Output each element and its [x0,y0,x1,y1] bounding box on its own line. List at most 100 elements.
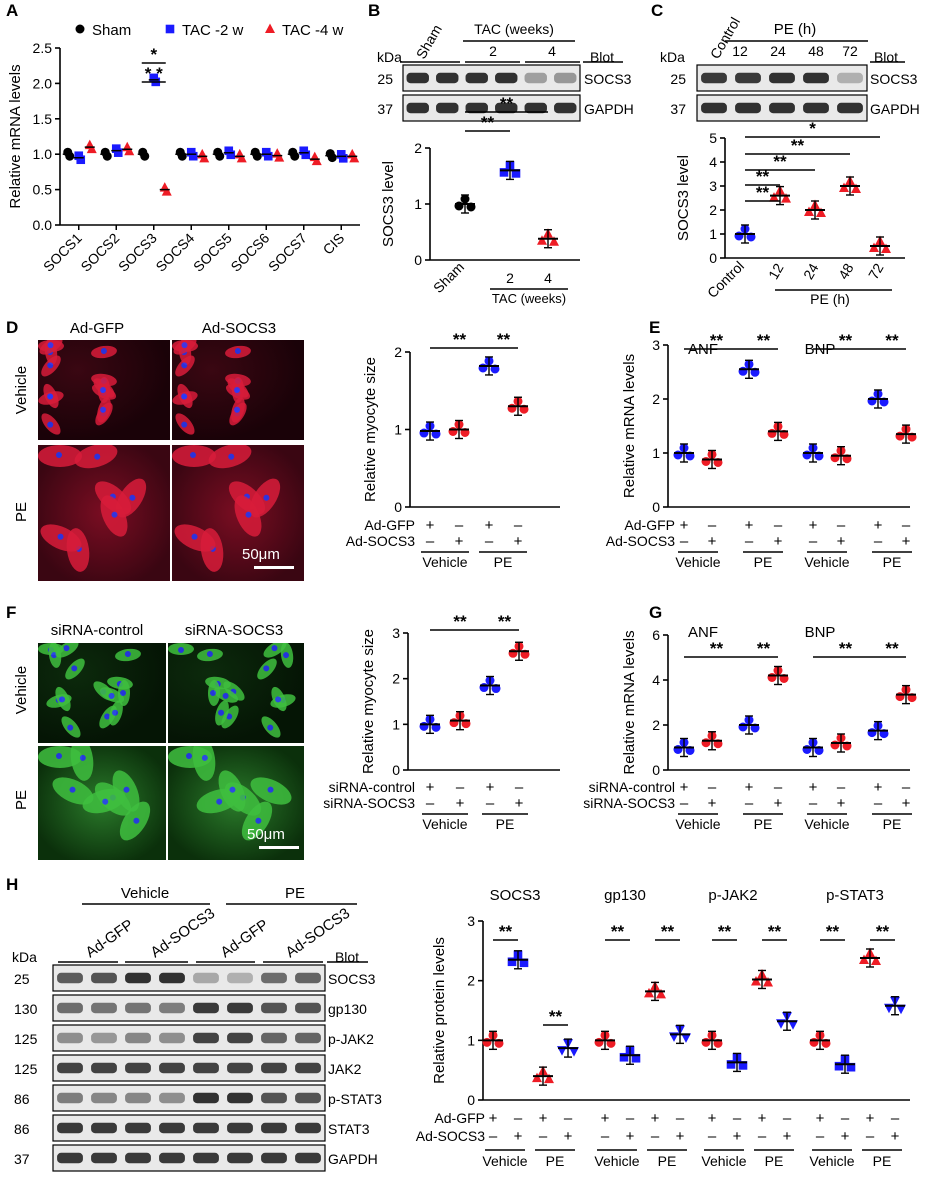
significance-star: ** [710,639,724,658]
nucleus [222,691,231,700]
cell [190,746,218,783]
y-axis-label: Relative mRNA levels [7,64,24,208]
data-point [895,692,905,702]
panel-letter: C [651,1,663,20]
legend-marker [265,23,275,33]
y-tick-label: 4 [652,672,660,688]
data-point [834,1061,844,1071]
condition-sign: + [485,517,494,534]
condition-sign: – [676,1110,685,1127]
condition-sign: – [733,1110,742,1127]
x-tick-label: CIS [320,230,348,258]
data-point [594,1037,604,1047]
x-tick-label: 24 [800,260,822,282]
data-point [311,155,322,166]
blot-band [193,1122,219,1134]
nucleus [62,644,71,653]
data-point [734,231,744,241]
condition-sign: + [515,795,524,812]
group-label: Vehicle [804,816,849,832]
cell [172,352,199,380]
data-point [869,242,879,252]
significance-star: ** [773,152,787,171]
blot-band [295,1122,321,1134]
blot-band [159,1122,185,1134]
data-point [478,363,488,373]
condition-sign: + [745,517,754,534]
data-point [701,456,711,466]
blot-name: gp130 [328,1001,367,1017]
blot-band [91,1002,117,1014]
x-tick-label: SOCS7 [265,230,310,275]
protein-label: gp130 [604,887,646,904]
cell [58,713,84,741]
nucleus [108,691,117,700]
y-tick-label: 0.0 [33,217,53,233]
data-point [804,206,814,216]
blot-name: GAPDH [584,101,634,117]
significance-star: ** [718,922,732,941]
micrograph [168,643,304,743]
condition-sign: – [841,1110,850,1127]
blot-name: SOCS3 [328,971,376,987]
group-label: Vehicle [675,816,720,832]
nucleus [66,723,76,732]
condition-sign: + [891,1128,900,1145]
nucleus [70,664,79,674]
lane-label: Sham [413,22,445,62]
nucleus [254,816,264,825]
cell [224,344,252,360]
nucleus [100,387,107,394]
condition-sign: – [774,517,783,534]
data-point [499,168,509,177]
x-tick-label: 4 [544,270,552,286]
condition-label: Ad-SOCS3 [606,533,675,549]
significance-star: * [150,45,157,64]
blot-band [227,1122,253,1134]
blot-band [803,102,829,114]
blot-band [91,1032,117,1044]
nucleus [111,709,120,717]
data-point [76,155,86,165]
blot-name: p-JAK2 [328,1031,374,1047]
nucleus [94,453,102,461]
blot-band [837,72,863,84]
group-label: PE [754,816,773,832]
y-tick-label: 2 [392,671,400,687]
blot-band [227,1032,253,1044]
lane-label: Ad-GFP [218,916,272,961]
nucleus [217,709,226,717]
blot-header: Blot [335,949,359,965]
data-point [327,153,337,163]
panel-letter: H [6,875,18,894]
x-tick-label: SOCS6 [227,230,272,275]
condition-sign: – [745,533,754,550]
y-tick-label: 2 [467,973,475,989]
blot-band [554,72,577,84]
data-point [619,1052,629,1062]
condition-label: siRNA-SOCS3 [323,795,415,811]
cell [71,445,121,473]
cell [117,679,131,707]
significance-star: ** [453,330,467,349]
cell [172,445,216,467]
nucleus [102,798,110,806]
kda-value: 130 [14,1001,38,1017]
data-point [781,193,791,203]
data-point [763,976,773,987]
cell [253,655,281,683]
y-tick-label: 0 [414,252,422,268]
nucleus [216,798,224,806]
nucleus [100,348,107,355]
nucleus [233,406,242,414]
nucleus [178,646,185,653]
blot-band [125,972,151,984]
data-point [199,152,210,163]
significance-star: ** [885,331,899,350]
blot-band [91,1152,117,1164]
significance-star: ** [756,183,770,202]
y-tick-label: 2 [414,140,422,156]
condition-sign: + [456,795,465,812]
western-blot [402,64,581,92]
blot-band [227,1062,253,1074]
